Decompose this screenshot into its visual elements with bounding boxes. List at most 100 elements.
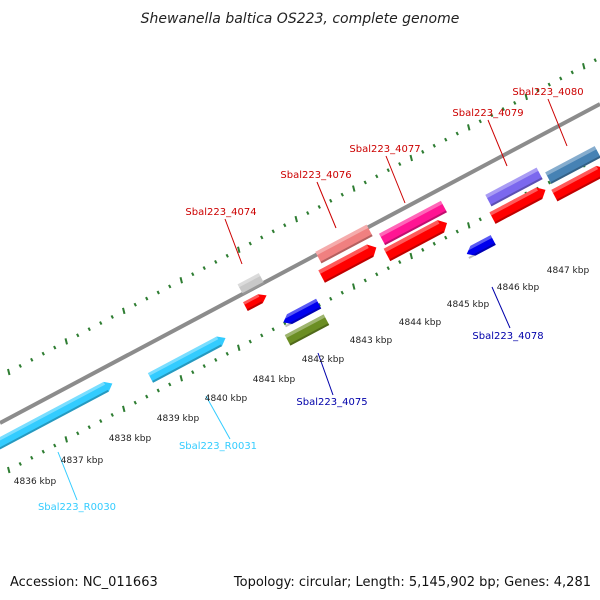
kbp-label: 4837 kbp — [61, 456, 104, 466]
feature-Sbal223_4078 — [464, 235, 496, 259]
tick-mark — [248, 241, 252, 246]
label-connector — [57, 451, 78, 501]
tick-mark — [191, 272, 195, 277]
tick-mark — [110, 413, 114, 417]
tick-mark — [53, 443, 57, 448]
feature-label-Sbal223_R0030: Sbal223_R0030 — [38, 502, 116, 513]
feature-label-Sbal223_4080: Sbal223_4080 — [512, 87, 583, 98]
tick-mark — [41, 351, 45, 356]
feature-Sbal223_4080 — [551, 165, 600, 202]
tick-marks — [7, 58, 597, 474]
tick-mark — [225, 253, 229, 258]
overlay-gray — [237, 273, 265, 295]
backbone-line — [0, 102, 600, 425]
tick-mark — [478, 119, 482, 124]
tick-mark — [570, 70, 574, 75]
kbp-label: 4845 kbp — [447, 300, 490, 310]
tick-mark — [18, 461, 22, 466]
tick-mark — [467, 124, 471, 131]
feature-Sbal223_R0031 — [147, 336, 226, 383]
tick-mark — [329, 296, 333, 301]
kbp-label: 4842 kbp — [302, 355, 345, 365]
tick-mark — [536, 88, 540, 93]
tick-mark — [421, 149, 425, 154]
feature-Sbal223_4079 — [489, 187, 546, 224]
tick-mark — [156, 388, 160, 393]
kbp-label: 4841 kbp — [253, 375, 296, 385]
tick-mark — [271, 327, 275, 332]
tick-mark — [409, 252, 413, 260]
tick-mark — [168, 284, 172, 289]
tick-mark — [271, 229, 275, 234]
tick-mark — [76, 333, 80, 338]
tick-mark — [455, 131, 459, 136]
label-connector — [317, 352, 334, 396]
tick-mark — [375, 174, 379, 179]
label-connector — [547, 98, 568, 147]
kbp-label: 4844 kbp — [399, 318, 442, 328]
tick-mark — [7, 466, 11, 474]
tick-mark — [64, 338, 68, 345]
tick-mark — [432, 143, 436, 148]
kbp-label: 4840 kbp — [205, 394, 248, 404]
tick-mark — [202, 364, 206, 368]
tick-mark — [87, 425, 91, 430]
tick-mark — [30, 357, 34, 362]
tick-mark — [237, 246, 241, 253]
tick-mark — [191, 370, 195, 375]
tick-mark — [145, 394, 149, 399]
tick-mark — [582, 63, 586, 70]
tick-mark — [467, 222, 471, 229]
tick-mark — [559, 76, 563, 81]
overlay-steelblue — [545, 146, 600, 184]
tick-mark — [375, 272, 379, 277]
tick-mark — [87, 327, 91, 332]
tick-mark — [260, 333, 264, 338]
tick-mark — [110, 315, 114, 319]
feature-Sbal223_4074 — [243, 294, 267, 312]
feature-Sbal223_R0030 — [0, 381, 113, 450]
tick-mark — [329, 198, 333, 203]
map-title: Shewanella baltica OS223, complete genom… — [141, 11, 460, 27]
feature-Sbal223_4077 — [383, 220, 448, 262]
tick-mark — [455, 229, 459, 234]
feature-label-Sbal223_4078: Sbal223_4078 — [472, 331, 543, 342]
tick-mark — [133, 400, 137, 405]
tick-mark — [547, 180, 551, 185]
tick-mark — [306, 211, 310, 215]
kbp-labels: 4836 kbp 4837 kbp 4838 kbp 4839 kbp 4840 kbp… — [14, 266, 590, 487]
tick-mark — [593, 58, 597, 63]
tick-mark — [156, 290, 160, 295]
overlay-magenta — [379, 200, 447, 246]
kbp-label: 4843 kbp — [350, 336, 393, 346]
kbp-label: 4839 kbp — [157, 414, 200, 424]
feature-label-Sbal223_4079: Sbal223_4079 — [452, 108, 523, 119]
kbp-label: 4846 kbp — [497, 283, 540, 293]
label-connector — [224, 218, 243, 265]
feature-Sbal223_4075 — [280, 298, 322, 328]
tick-mark — [478, 217, 482, 222]
tick-mark — [237, 344, 241, 351]
tick-mark — [444, 235, 448, 240]
overlay-purple — [485, 167, 543, 207]
tick-mark — [524, 93, 528, 101]
tick-mark — [260, 235, 264, 240]
tick-mark — [421, 247, 425, 252]
feature-label-Sbal223_4077: Sbal223_4077 — [349, 144, 420, 155]
tick-mark — [409, 154, 413, 162]
tick-mark — [133, 302, 137, 307]
tick-mark — [398, 260, 402, 265]
feature-label-Sbal223_4076: Sbal223_4076 — [280, 170, 351, 181]
tick-mark — [202, 266, 206, 270]
tick-mark — [317, 204, 321, 209]
tick-mark — [18, 363, 22, 368]
tick-mark — [490, 113, 494, 118]
tick-mark — [340, 290, 344, 295]
genome-backbone — [0, 102, 600, 425]
tick-mark — [214, 259, 218, 264]
feature-arrows — [0, 146, 600, 450]
overlay-olive — [284, 314, 330, 346]
kbp-label: 4847 kbp — [547, 266, 590, 276]
tick-mark — [179, 375, 183, 382]
